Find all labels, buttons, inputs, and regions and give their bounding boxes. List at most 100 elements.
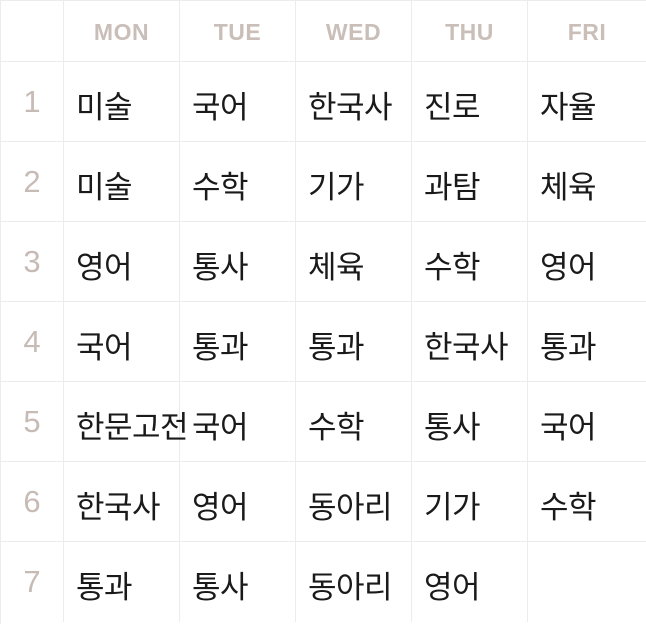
- period-cell: 6: [1, 462, 64, 541]
- period-cell: 4: [1, 302, 64, 381]
- class-cell[interactable]: 통사: [180, 542, 296, 622]
- class-cell[interactable]: 영어: [64, 222, 180, 301]
- day-header-mon: MON: [64, 1, 180, 61]
- period-row: 4 국어 통과 통과 한국사 통과: [1, 302, 646, 382]
- subject-label: 진로: [424, 90, 481, 126]
- class-cell[interactable]: 수학: [528, 462, 646, 541]
- class-cell[interactable]: 영어: [528, 222, 646, 301]
- class-cell[interactable]: 수학: [412, 222, 528, 301]
- day-label: MON: [93, 19, 150, 45]
- day-header-fri: FRI: [528, 1, 646, 61]
- subject-label: 한국사: [308, 90, 393, 126]
- class-cell[interactable]: 미술: [64, 142, 180, 221]
- subject-label: 수학: [192, 170, 249, 206]
- subject-label: 한문고전: [76, 410, 189, 446]
- class-cell[interactable]: 기가: [296, 142, 412, 221]
- class-cell[interactable]: 한국사: [64, 462, 180, 541]
- period-row: 7 통과 통사 동아리 영어: [1, 542, 646, 622]
- period-row: 1 미술 국어 한국사 진로 자율: [1, 62, 646, 142]
- class-cell[interactable]: 동아리: [296, 542, 412, 622]
- period-cell: 1: [1, 62, 64, 141]
- subject-label: 국어: [76, 330, 133, 366]
- class-cell[interactable]: 통사: [180, 222, 296, 301]
- period-number: 6: [23, 484, 41, 519]
- subject-label: 미술: [76, 90, 133, 126]
- corner-cell: [1, 1, 64, 61]
- class-cell[interactable]: 기가: [412, 462, 528, 541]
- class-cell-empty[interactable]: [528, 542, 646, 622]
- class-cell[interactable]: 통과: [180, 302, 296, 381]
- class-cell[interactable]: 영어: [180, 462, 296, 541]
- period-number: 1: [23, 84, 41, 119]
- class-cell[interactable]: 체육: [296, 222, 412, 301]
- period-row: 2 미술 수학 기가 과탐 체육: [1, 142, 646, 222]
- day-label: WED: [325, 19, 382, 45]
- class-cell[interactable]: 통사: [412, 382, 528, 461]
- subject-label: 통과: [76, 570, 133, 606]
- class-cell[interactable]: 국어: [64, 302, 180, 381]
- subject-label: 수학: [424, 250, 481, 286]
- subject-label: 영어: [76, 250, 133, 286]
- class-cell[interactable]: 수학: [180, 142, 296, 221]
- subject-label: 한국사: [76, 490, 161, 526]
- subject-label: 수학: [308, 410, 365, 446]
- subject-label: 통사: [192, 250, 249, 286]
- period-cell: 7: [1, 542, 64, 622]
- period-cell: 3: [1, 222, 64, 301]
- period-row: 5 한문고전 국어 수학 통사 국어: [1, 382, 646, 462]
- subject-label: 통과: [192, 330, 249, 366]
- class-cell[interactable]: 한문고전: [64, 382, 189, 461]
- day-label: THU: [445, 19, 494, 45]
- class-cell[interactable]: 한국사: [412, 302, 528, 381]
- day-header-thu: THU: [412, 1, 528, 61]
- subject-label: 기가: [308, 170, 365, 206]
- subject-label: 통사: [424, 410, 481, 446]
- subject-label: 국어: [540, 410, 597, 446]
- class-cell[interactable]: 통과: [64, 542, 180, 622]
- subject-label: 체육: [308, 250, 365, 286]
- subject-label: 통과: [540, 330, 597, 366]
- subject-label: 국어: [192, 410, 249, 446]
- period-number: 5: [23, 404, 41, 439]
- period-row: 6 한국사 영어 동아리 기가 수학: [1, 462, 646, 542]
- class-cell[interactable]: 수학: [296, 382, 412, 461]
- class-cell[interactable]: 과탐: [412, 142, 528, 221]
- subject-label: 미술: [76, 170, 133, 206]
- class-cell[interactable]: 진로: [412, 62, 528, 141]
- subject-label: 통과: [308, 330, 365, 366]
- subject-label: 영어: [540, 250, 597, 286]
- class-cell[interactable]: 국어: [528, 382, 646, 461]
- subject-label: 체육: [540, 170, 597, 206]
- class-cell[interactable]: 체육: [528, 142, 646, 221]
- subject-label: 국어: [192, 90, 249, 126]
- class-cell[interactable]: 동아리: [296, 462, 412, 541]
- period-number: 7: [23, 564, 41, 599]
- subject-label: 영어: [424, 570, 481, 606]
- subject-label: 영어: [192, 490, 249, 526]
- class-cell[interactable]: 미술: [64, 62, 180, 141]
- subject-label: 자율: [540, 90, 597, 126]
- period-cell: 2: [1, 142, 64, 221]
- class-cell[interactable]: 국어: [180, 382, 296, 461]
- subject-label: 동아리: [308, 570, 393, 606]
- subject-label: 통사: [192, 570, 249, 606]
- period-number: 4: [23, 324, 41, 359]
- period-row: 3 영어 통사 체육 수학 영어: [1, 222, 646, 302]
- day-header-tue: TUE: [180, 1, 296, 61]
- subject-label: 한국사: [424, 330, 509, 366]
- class-cell[interactable]: 통과: [296, 302, 412, 381]
- class-cell[interactable]: 한국사: [296, 62, 412, 141]
- class-cell[interactable]: 국어: [180, 62, 296, 141]
- subject-label: 수학: [540, 490, 597, 526]
- class-cell[interactable]: 통과: [528, 302, 646, 381]
- day-header-wed: WED: [296, 1, 412, 61]
- period-number: 3: [23, 244, 41, 279]
- subject-label: 기가: [424, 490, 481, 526]
- subject-label: 과탐: [424, 170, 481, 206]
- timetable-header-row: MON TUE WED THU FRI: [1, 1, 646, 62]
- day-label: FRI: [567, 19, 607, 45]
- class-cell[interactable]: 영어: [412, 542, 528, 622]
- subject-label: 동아리: [308, 490, 393, 526]
- class-cell[interactable]: 자율: [528, 62, 646, 141]
